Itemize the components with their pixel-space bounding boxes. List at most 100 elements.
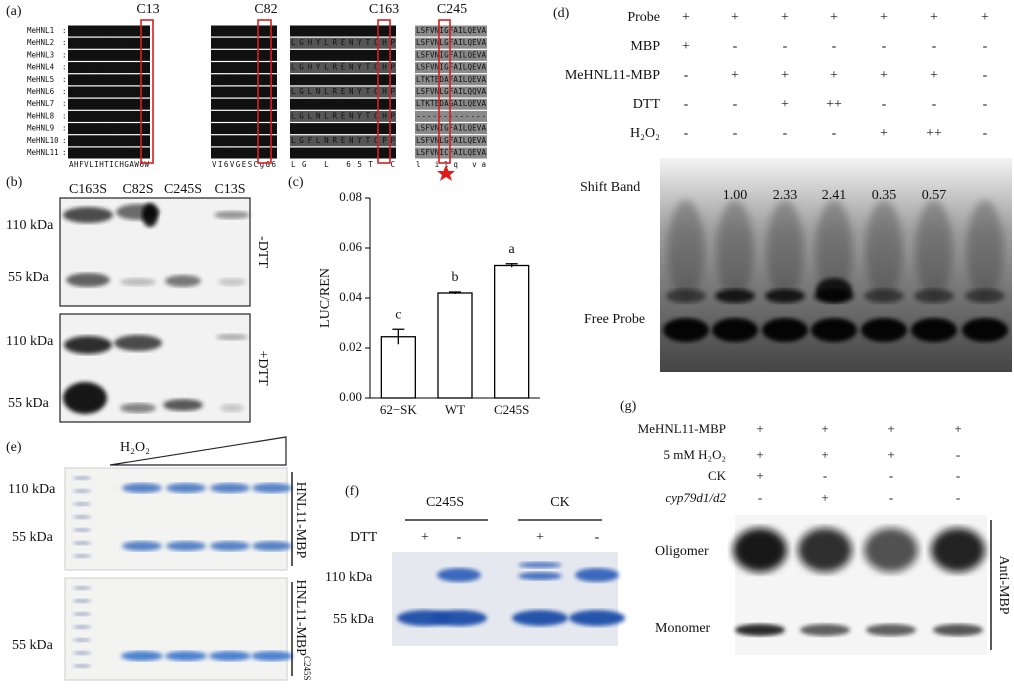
sign: + <box>821 421 828 436</box>
seq-shade <box>68 98 150 110</box>
sign: - <box>882 97 887 112</box>
sign: + <box>756 421 763 436</box>
sign: - <box>832 39 837 54</box>
band <box>73 541 91 545</box>
seq-block: LSFVNIGFAILQEVA <box>416 124 486 133</box>
band <box>861 318 907 342</box>
seq-shade <box>68 49 150 61</box>
band <box>518 562 562 568</box>
sign: - <box>595 530 600 545</box>
band <box>120 278 156 286</box>
seq-shade <box>68 110 150 122</box>
panel-label: (e) <box>6 440 22 455</box>
seq-shade <box>211 147 277 159</box>
band <box>864 289 904 303</box>
seq-shade <box>290 49 396 61</box>
seq-shade <box>290 98 396 110</box>
seq-name: MeHNL3 <box>27 50 54 59</box>
sign: - <box>889 468 893 483</box>
sign: + <box>781 10 789 25</box>
seq-block: VILVGESCGGL <box>212 99 276 108</box>
x-tick-label: WT <box>445 402 465 417</box>
gradient-triangle <box>109 436 287 466</box>
gel-label-main: HNL11-MBP <box>293 579 308 656</box>
bar <box>494 264 530 399</box>
site-box <box>140 19 154 164</box>
band <box>142 203 158 227</box>
panel-label: (f) <box>345 484 359 499</box>
seq-block: VILVGESCGGL <box>212 63 276 72</box>
row-label: Probe <box>627 10 660 25</box>
star <box>437 165 455 181</box>
sign: + <box>682 10 690 25</box>
seq-block: VILVGESCGGL <box>212 38 276 47</box>
marker-label: 55 kDa <box>12 638 54 653</box>
sign: + <box>930 10 938 25</box>
sign: - <box>932 97 937 112</box>
band <box>163 399 203 411</box>
seq-block: AHFVLIHTICHGAWIW <box>69 63 149 72</box>
band <box>251 651 293 661</box>
seq-block: AHFVLIHTICHGAWIW <box>69 148 149 157</box>
seq-shade <box>290 74 396 86</box>
panel-label: (a) <box>6 4 22 19</box>
band <box>165 275 201 287</box>
band <box>73 638 91 642</box>
condition-label: -DTT <box>255 236 270 268</box>
group-label: CK <box>550 495 569 510</box>
seq-block: AHFVLIHTICHGAWVW <box>69 26 149 35</box>
row-label: DTT <box>633 97 661 112</box>
seq-sep: : <box>62 63 67 72</box>
sign: + <box>880 126 888 141</box>
sign: + <box>880 68 888 83</box>
band <box>911 318 957 342</box>
sign: + <box>954 421 961 436</box>
seq-shade <box>415 110 487 122</box>
seq-block: LGSYLRENYTCHP <box>291 50 395 59</box>
sign: - <box>983 97 988 112</box>
sign: + <box>880 10 888 25</box>
lane-label: C245S <box>164 182 202 197</box>
sign: - <box>956 468 960 483</box>
seq-name: MeHNL2 <box>27 38 54 47</box>
seq-shade <box>290 123 396 135</box>
band <box>220 404 244 412</box>
seq-sep: : <box>62 124 67 133</box>
significance-letter: a <box>509 242 516 257</box>
seq-block: LSFVNIGFAILQEVA <box>416 50 486 59</box>
seq-block: VILVGESCGGL <box>212 26 276 35</box>
seq-shade <box>68 62 150 74</box>
seq-shade <box>290 86 396 98</box>
band <box>73 625 91 629</box>
seq-block: LGLNLRENYTCHP <box>291 111 395 120</box>
band-label: Shift Band <box>580 180 640 195</box>
seq-block: LGLNLRENYTCHP <box>291 87 395 96</box>
band <box>816 200 852 300</box>
marker-label: 55 kDa <box>333 612 375 627</box>
sign: + <box>887 447 894 462</box>
band <box>767 200 803 300</box>
seq-shade <box>290 110 396 122</box>
seq-shade <box>415 147 487 159</box>
band <box>800 624 850 636</box>
seq-sep: : <box>62 26 67 35</box>
sign: + <box>887 421 894 436</box>
seq-block: LGFLNRENYTCPP <box>291 148 395 157</box>
seq-shade <box>68 135 150 147</box>
seq-block: VILVGESCGGL <box>212 50 276 59</box>
band-label: Monomer <box>655 621 711 636</box>
condition-label: +DTT <box>255 350 270 386</box>
bar <box>437 292 473 399</box>
seq-block: LSFVNLGFAILQEVA <box>416 38 486 47</box>
band <box>73 528 91 532</box>
consensus: LG L 65T C <box>291 160 395 169</box>
seq-block: LTKTEDAFAILQEVA <box>416 75 486 84</box>
seq-name: MeHNL5 <box>27 75 54 84</box>
sign: - <box>823 468 827 483</box>
band <box>66 273 110 287</box>
band <box>914 289 954 303</box>
band <box>214 211 250 219</box>
sign: - <box>983 39 988 54</box>
band <box>73 554 91 558</box>
seq-block: AHFVLIHTICHGAWIW <box>69 38 149 47</box>
